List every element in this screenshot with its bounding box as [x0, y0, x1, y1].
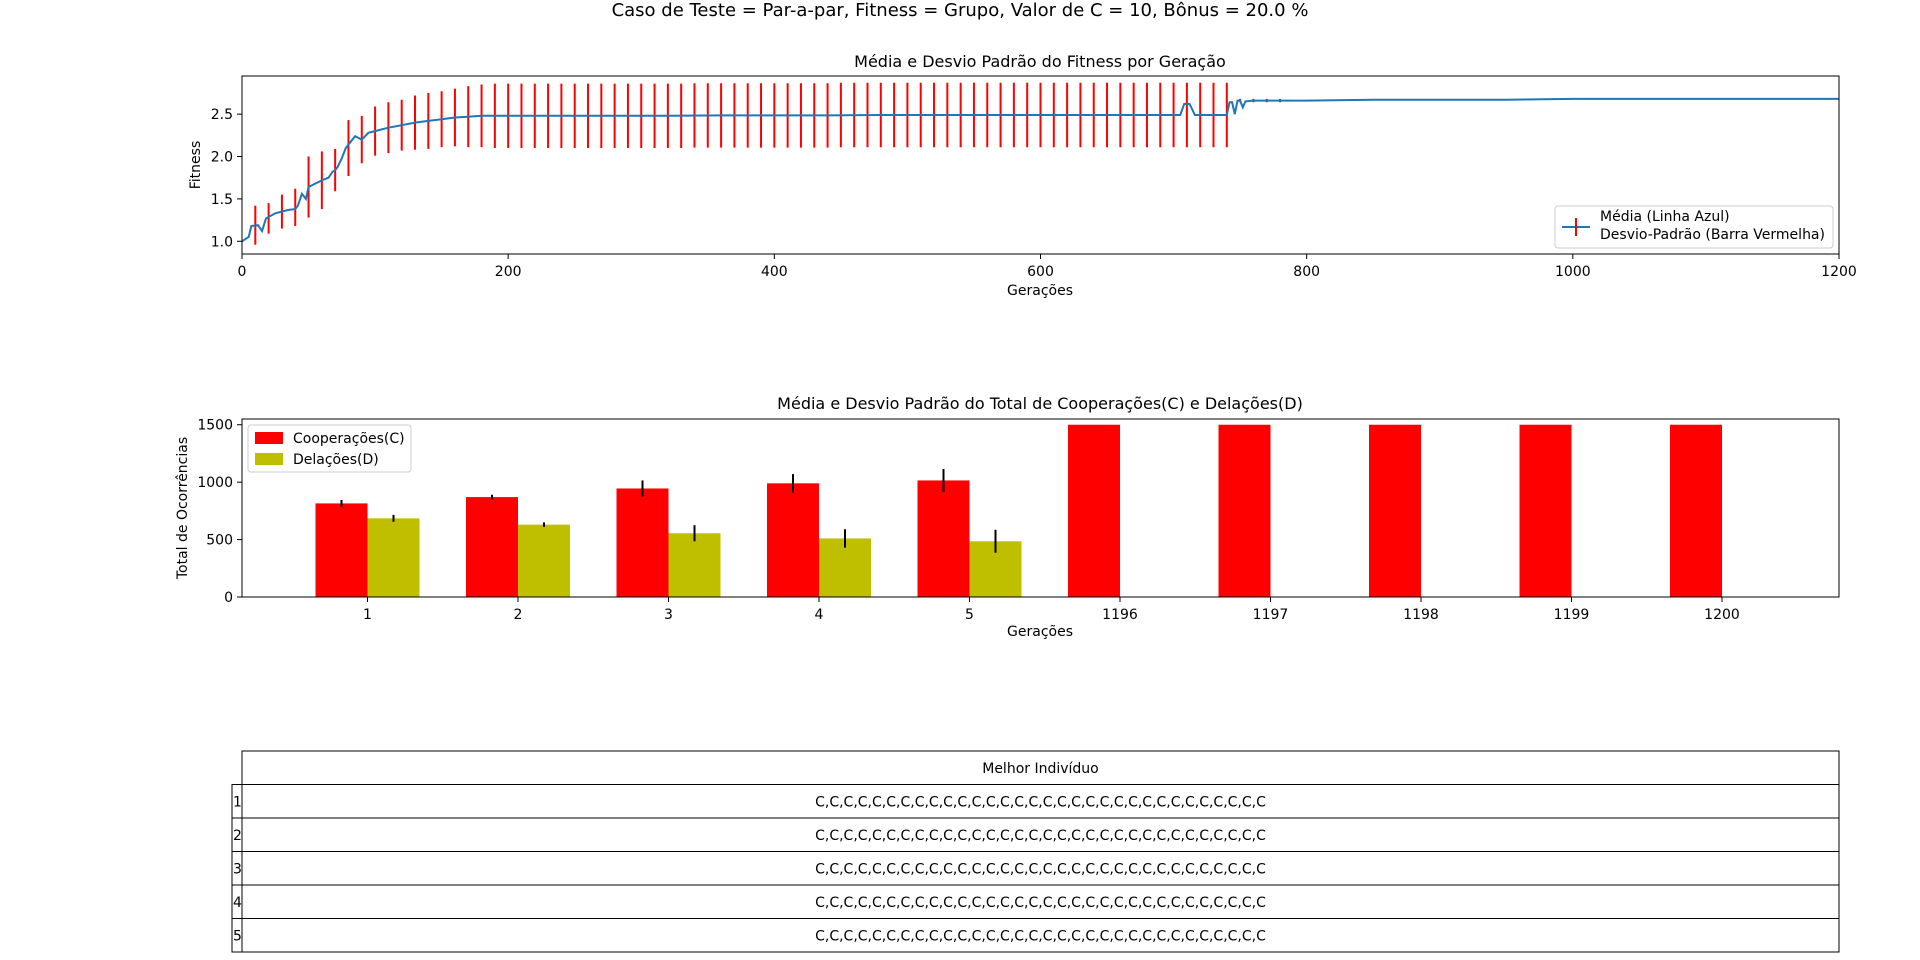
table-row — [241, 784, 1840, 819]
table-column-header: Melhor Indivíduo — [982, 761, 1099, 777]
bar-x-tick-label: 1196 — [1102, 607, 1138, 623]
fitness-plot-frame — [241, 75, 1840, 255]
bar-coop — [1369, 424, 1421, 597]
bar-x-tick-label: 4 — [815, 607, 824, 623]
fitness-x-tick-label: 0 — [238, 264, 247, 280]
fitness-x-tick-label: 400 — [761, 264, 788, 280]
bar-legend-entry-coop: Cooperações(C) — [293, 431, 405, 447]
table-row-label: 4 — [233, 895, 242, 911]
fitness-x-tick-label: 1200 — [1821, 264, 1857, 280]
bar-x-axis-label: Gerações — [1007, 624, 1073, 640]
fitness-x-tick-label: 800 — [1293, 264, 1320, 280]
bar-legend-swatch-coop — [255, 432, 283, 444]
table-cells: Melhor Indivíduo 1 C,C,C,C,C,C,C,C,C,C,C,C… — [231, 750, 1840, 953]
cooperation-bar-chart: Média e Desvio Padrão do Total de Cooper… — [175, 394, 1840, 640]
fitness-y-axis-label: Fitness — [188, 141, 204, 190]
fitness-legend: Média (Linha Azul) Desvio-Padrão (Barra … — [1554, 205, 1834, 249]
fitness-std-bars — [254, 82, 1282, 245]
fitness-y-tick-label: 1.0 — [211, 234, 233, 250]
bar-tick-marks: 0 500 1000 1500 1 2 3 4 5 1196 1197 1198 1199 1200 — [197, 418, 1739, 623]
bar-coop — [1519, 424, 1572, 597]
fitness-tick-marks: 0 200 400 600 800 1000 1200 1.0 1.5 2.0 2.5 — [211, 107, 1857, 280]
table-row — [241, 918, 1840, 953]
table-row-label: 5 — [233, 928, 242, 944]
table-row-value: C,C,C,C,C,C,C,C,C,C,C,C,C,C,C,C,C,C,C,C,… — [815, 861, 1266, 877]
table-row-label: 2 — [233, 828, 242, 844]
bar-x-tick-label: 2 — [514, 607, 523, 623]
bar-x-tick-label: 1198 — [1403, 607, 1439, 623]
bar-x-tick-label: 1 — [363, 607, 372, 623]
table-row-value: C,C,C,C,C,C,C,C,C,C,C,C,C,C,C,C,C,C,C,C,… — [815, 828, 1266, 844]
table-row — [241, 817, 1840, 852]
table-row — [241, 884, 1840, 919]
bar-delation — [518, 524, 570, 597]
bar-x-tick-label: 3 — [664, 607, 673, 623]
bar-coop — [1218, 424, 1271, 597]
bar-coop — [1670, 424, 1722, 597]
bar-legend: Cooperações(C) Delações(D) — [247, 424, 412, 473]
fitness-y-tick-label: 2.5 — [211, 107, 233, 123]
bar-coop — [616, 488, 669, 597]
bar-coop — [1068, 424, 1120, 597]
fitness-line-chart: Média e Desvio Padrão do Fitness por Ger… — [188, 52, 1857, 299]
fitness-x-axis-label: Gerações — [1007, 283, 1073, 299]
bar-x-tick-label: 5 — [965, 607, 974, 623]
bar-coop — [466, 497, 518, 597]
fitness-chart-title: Média e Desvio Padrão do Fitness por Ger… — [854, 52, 1226, 71]
table-row-value: C,C,C,C,C,C,C,C,C,C,C,C,C,C,C,C,C,C,C,C,… — [815, 895, 1266, 911]
fitness-legend-entry-std: Desvio-Padrão (Barra Vermelha) — [1600, 227, 1825, 243]
fitness-y-tick-label: 2.0 — [211, 150, 233, 166]
bar-legend-entry-delation: Delações(D) — [293, 452, 379, 468]
bar-coop — [917, 480, 970, 597]
bar-y-tick-label: 500 — [206, 533, 233, 549]
table-row-value: C,C,C,C,C,C,C,C,C,C,C,C,C,C,C,C,C,C,C,C,… — [815, 928, 1266, 944]
fitness-x-tick-label: 600 — [1027, 264, 1054, 280]
table-row-label: 1 — [233, 794, 242, 810]
fitness-x-tick-label: 1000 — [1555, 264, 1591, 280]
fitness-y-tick-label: 1.5 — [211, 192, 233, 208]
fitness-x-tick-label: 200 — [495, 264, 522, 280]
bar-x-tick-label: 1200 — [1704, 607, 1740, 623]
table-header-cell — [241, 750, 1840, 785]
bar-delation — [668, 533, 721, 597]
bar-x-tick-label: 1199 — [1554, 607, 1590, 623]
bar-series — [315, 424, 1722, 597]
best-individual-table: Melhor Indivíduo 1 C,C,C,C,C,C,C,C,C,C,C,C… — [231, 750, 1840, 953]
bar-y-tick-label: 0 — [224, 590, 233, 606]
bar-coop — [315, 503, 368, 597]
figure-suptitle: Caso de Teste = Par-a-par, Fitness = Gru… — [612, 0, 1309, 21]
bar-chart-title: Média e Desvio Padrão do Total de Cooper… — [777, 394, 1303, 413]
bar-y-axis-label: Total de Ocorrências — [175, 437, 191, 580]
bar-y-tick-label: 1500 — [197, 418, 233, 434]
bar-legend-swatch-delation — [255, 453, 283, 465]
table-row-value: C,C,C,C,C,C,C,C,C,C,C,C,C,C,C,C,C,C,C,C,… — [815, 794, 1266, 810]
bar-plot-frame — [241, 418, 1840, 598]
table-row — [241, 851, 1840, 886]
bar-coop — [767, 483, 819, 597]
bar-x-tick-label: 1197 — [1253, 607, 1289, 623]
table-row-label: 3 — [233, 861, 242, 877]
fitness-legend-box — [1554, 205, 1834, 249]
fitness-mean-line — [241, 97, 1839, 243]
fitness-legend-entry-mean: Média (Linha Azul) — [1600, 209, 1730, 225]
bar-delation — [367, 518, 420, 597]
bar-delation — [819, 538, 871, 597]
bar-y-tick-label: 1000 — [197, 475, 233, 491]
bar-legend-box — [247, 424, 412, 473]
